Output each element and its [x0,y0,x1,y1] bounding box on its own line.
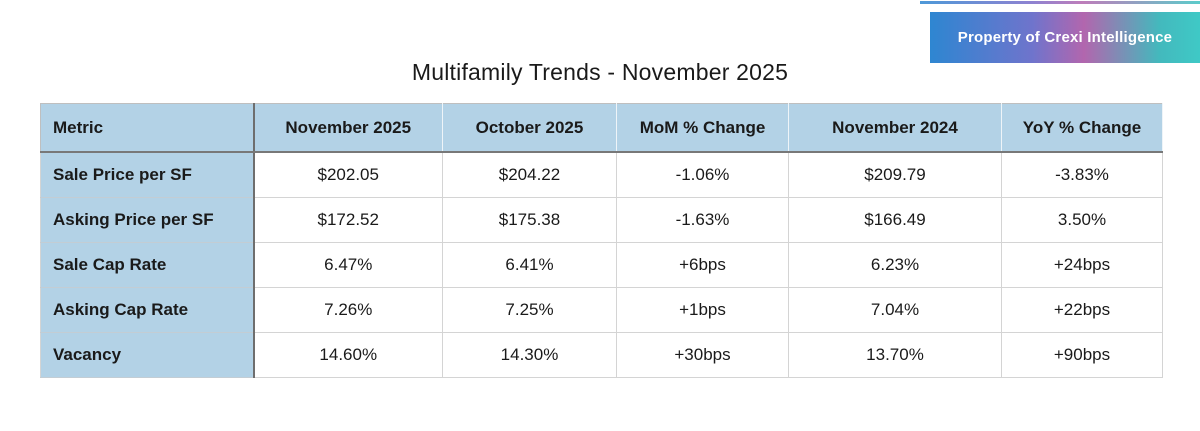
trends-table-container: Metric November 2025 October 2025 MoM % … [40,103,1163,378]
cell-value: 14.60% [253,332,443,378]
cell-value: $166.49 [788,197,1002,243]
metric-label: Sale Cap Rate [40,242,255,288]
column-header-october-2025: October 2025 [442,103,617,153]
metric-label: Sale Price per SF [40,151,255,198]
cell-value: $175.38 [442,197,617,243]
cell-value: 6.47% [253,242,443,288]
badge-label: Property of Crexi Intelligence [957,29,1173,46]
cell-value: +90bps [1001,332,1163,378]
page-title: Multifamily Trends - November 2025 [411,59,789,85]
header-row: Metric November 2025 October 2025 MoM % … [40,103,1163,153]
column-header-november-2024: November 2024 [788,103,1002,153]
column-header-metric: Metric [40,103,255,153]
cell-value: $209.79 [788,151,1002,198]
cell-value: +30bps [616,332,789,378]
multifamily-trends-table: Metric November 2025 October 2025 MoM % … [40,103,1163,378]
cell-value: 6.23% [788,242,1002,288]
column-header-yoy-change: YoY % Change [1001,103,1163,153]
cell-value: +6bps [616,242,789,288]
cell-value: 7.04% [788,287,1002,333]
table-row-vacancy: Vacancy 14.60% 14.30% +30bps 13.70% +90b… [40,332,1163,378]
cell-value: +22bps [1001,287,1163,333]
column-header-november-2025: November 2025 [253,103,443,153]
metric-label: Asking Price per SF [40,197,255,243]
cell-value: +24bps [1001,242,1163,288]
cell-value: $202.05 [253,151,443,198]
cell-value: $172.52 [253,197,443,243]
table-row-sale-price-per-sf: Sale Price per SF $202.05 $204.22 -1.06%… [40,151,1163,198]
cell-value: 14.30% [442,332,617,378]
cell-value: $204.22 [442,151,617,198]
table-row-asking-cap-rate: Asking Cap Rate 7.26% 7.25% +1bps 7.04% … [40,287,1163,333]
cell-value: -3.83% [1001,151,1163,198]
cell-value: 7.26% [253,287,443,333]
metric-label: Asking Cap Rate [40,287,255,333]
gradient-accent-line [920,1,1200,4]
column-header-mom-change: MoM % Change [616,103,789,153]
cell-value: +1bps [616,287,789,333]
table-row-sale-cap-rate: Sale Cap Rate 6.47% 6.41% +6bps 6.23% +2… [40,242,1163,288]
cell-value: -1.06% [616,151,789,198]
cell-value: 13.70% [788,332,1002,378]
cell-value: 6.41% [442,242,617,288]
metric-label: Vacancy [40,332,255,378]
crexi-intelligence-badge: Property of Crexi Intelligence [930,12,1200,63]
cell-value: 3.50% [1001,197,1163,243]
cell-value: 7.25% [442,287,617,333]
table-row-asking-price-per-sf: Asking Price per SF $172.52 $175.38 -1.6… [40,197,1163,243]
cell-value: -1.63% [616,197,789,243]
